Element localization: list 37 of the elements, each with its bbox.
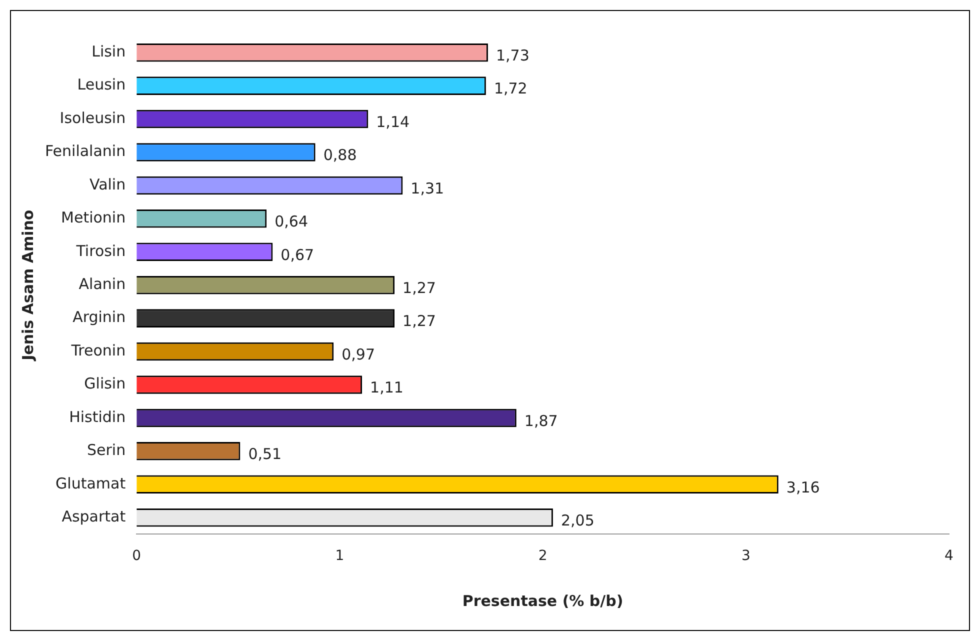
y-tick-label: Alanin — [78, 274, 126, 293]
data-label: 1,72 — [494, 80, 528, 98]
data-label: 1,14 — [376, 112, 410, 131]
data-label: 1,73 — [496, 46, 530, 64]
data-label: 0,64 — [274, 212, 308, 231]
y-axis-title: Jenis Asam Amino — [18, 210, 37, 362]
y-tick-label: Glisin — [84, 374, 126, 393]
x-tick-label: 4 — [944, 548, 954, 564]
data-label: 1,11 — [370, 378, 404, 397]
y-tick-label: Metionin — [61, 208, 126, 227]
y-tick-label: Tirosin — [75, 242, 126, 260]
y-tick-label: Aspartat — [62, 507, 126, 526]
x-tick-label: 1 — [335, 548, 344, 564]
y-tick-label: Valin — [89, 175, 126, 194]
y-tick-label: Lisin — [92, 42, 126, 60]
data-label: 1,31 — [410, 179, 444, 198]
y-tick-label: Glutamat — [56, 474, 126, 492]
data-label: 1,27 — [402, 278, 436, 297]
y-tick-label: Isoleusin — [60, 108, 126, 127]
y-tick-label: Fenilalanin — [44, 142, 126, 160]
data-label: 0,88 — [323, 146, 357, 164]
x-tick-label: 0 — [132, 548, 142, 564]
data-label: 3,16 — [786, 478, 820, 496]
x-tick-label: 3 — [741, 548, 750, 564]
data-label: 0,97 — [342, 345, 376, 364]
y-tick-label: Arginin — [72, 308, 126, 326]
data-label: 0,51 — [248, 445, 282, 464]
y-tick-label: Histidin — [69, 408, 126, 426]
data-label: 0,67 — [280, 246, 314, 264]
y-tick-label: Serin — [87, 441, 126, 460]
x-axis-title: Presentase (% b/b) — [462, 592, 624, 610]
data-label: 1,27 — [402, 312, 436, 330]
x-tick-label: 2 — [538, 548, 548, 564]
data-label: 1,87 — [524, 412, 558, 430]
y-tick-label: Leusin — [77, 76, 126, 94]
data-label: 2,05 — [560, 511, 594, 530]
y-tick-label: Treonin — [70, 341, 126, 360]
